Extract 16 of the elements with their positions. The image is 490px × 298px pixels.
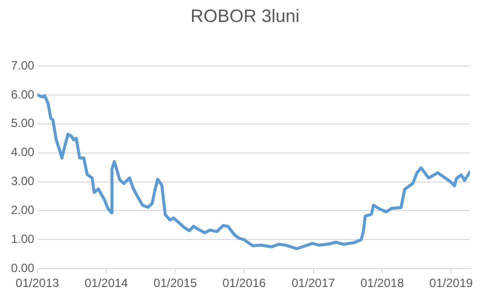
- chart-title: ROBOR 3luni: [189, 6, 301, 27]
- x-tick-label: 01/2018: [360, 276, 404, 290]
- y-tick-label: 7.00: [10, 58, 35, 72]
- x-tick-label: 01/2015: [154, 276, 198, 290]
- y-tick-label: 4.00: [10, 145, 35, 160]
- y-tick-label: 0.00: [10, 260, 35, 275]
- x-tick-label: 01/2016: [222, 276, 266, 290]
- x-tick-label: 01/2019: [429, 276, 474, 290]
- y-tick-label: 3.00: [10, 174, 35, 188]
- x-tick-label: 01/2017: [292, 276, 336, 290]
- x-tick-label: 01/2013: [16, 276, 60, 290]
- y-tick-label: 5.00: [10, 116, 35, 130]
- y-tick-label: 6.00: [10, 87, 35, 102]
- x-tick-label: 01/2014: [84, 276, 128, 290]
- y-tick-label: 1.00: [10, 232, 35, 246]
- y-tick-label: 2.00: [10, 203, 35, 218]
